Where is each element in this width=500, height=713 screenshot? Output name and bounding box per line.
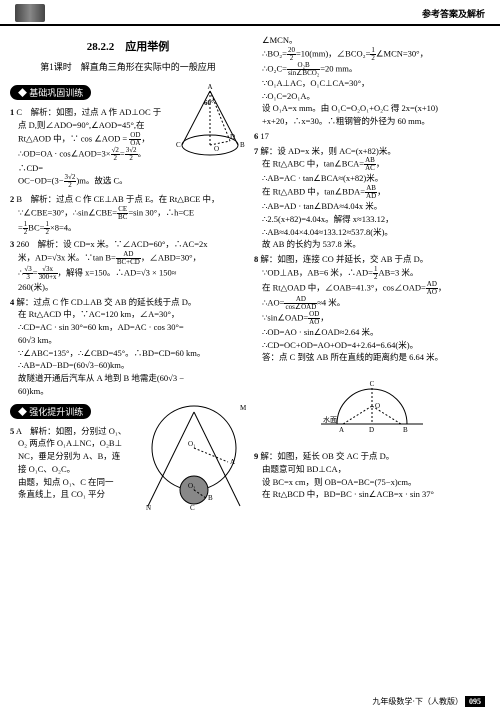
svg-text:C: C [370, 380, 375, 388]
page-header: 参考答案及解析 [0, 0, 500, 26]
header-right-text: 参考答案及解析 [422, 7, 485, 20]
problem-5-cont: ∠MCN。 ∴BO₂=202=10(mm)，∠BCO₂=12∠MCN=30°， … [254, 34, 490, 128]
p1-label: 解析： [31, 107, 57, 117]
svg-text:B: B [403, 426, 408, 434]
problem-4: 4 解：过点 C 作 CD⊥AB 交 AB 的延长线于点 D。 在 Rt△ACD… [10, 296, 246, 398]
p1-ans: C [16, 107, 22, 117]
figure-cone: A O B C D 60° [174, 83, 246, 163]
svg-text:A: A [207, 83, 212, 91]
problem-9: 9 解：如图，延长 OB 交 AC 于点 D。 由题意可知 BD⊥CA， 设 B… [254, 450, 490, 501]
svg-text:B: B [208, 494, 213, 502]
figure-circles: M N O₁ O₂ A B C [146, 402, 246, 514]
footer-text: 九年级数学·下（人教版） [372, 697, 463, 706]
svg-text:M: M [240, 404, 246, 412]
content-columns: 28.2.2 应用举例 第1课时 解直角三角形在实际中的一般应用 ◆ 基础巩固训… [0, 26, 500, 522]
lesson-title: 第1课时 解直角三角形在实际中的一般应用 [10, 60, 246, 73]
problem-2: 2 B 解析：过点 C 作 CE⊥AB 于点 E。在 Rt△BCE 中， ∵∠C… [10, 193, 246, 236]
left-column: 28.2.2 应用举例 第1课时 解直角三角形在实际中的一般应用 ◆ 基础巩固训… [10, 32, 246, 516]
svg-text:B: B [240, 141, 245, 149]
svg-text:O₂: O₂ [188, 482, 196, 490]
svg-text:O: O [375, 402, 380, 410]
book-icon [15, 4, 45, 22]
svg-text:C: C [190, 504, 195, 512]
header-left [15, 4, 48, 22]
page-footer: 九年级数学·下（人教版） 095 [372, 696, 485, 707]
svg-text:O: O [214, 145, 219, 153]
svg-text:D: D [230, 133, 235, 141]
figure-water: C O A B D 水面 [254, 366, 490, 448]
section-title: 28.2.2 应用举例 [10, 38, 246, 54]
badge-basic: ◆ 基础巩固训练 [10, 85, 91, 100]
svg-text:A: A [230, 458, 235, 466]
p1-l5: OC−OD=(3−3√22)m。故选 C。 [10, 174, 246, 189]
problem-6: 6 17 [254, 130, 490, 143]
badge-enhance: ◆ 强化提升训练 [10, 404, 91, 419]
svg-text:60°: 60° [204, 99, 214, 107]
svg-text:水面: 水面 [323, 415, 337, 424]
problem-8: 8 解：如图，连接 CO 并延长，交 AB 于点 D。 ∵OD⊥AB，AB=6 … [254, 253, 490, 364]
p1-t1: 如图，过点 A 作 AD⊥OC 于 [56, 107, 161, 117]
svg-text:N: N [146, 504, 151, 512]
svg-text:D: D [369, 426, 374, 434]
right-column: ∠MCN。 ∴BO₂=202=10(mm)，∠BCO₂=12∠MCN=30°， … [254, 32, 490, 516]
page-number: 095 [465, 696, 485, 707]
p1-num: 1 [10, 107, 14, 117]
svg-text:C: C [176, 141, 181, 149]
svg-text:O₁: O₁ [188, 440, 196, 448]
problem-3: 3 260 解析：设 CD=x 米。∵∠ACD=60°，∴AC=2x 米，AD=… [10, 238, 246, 294]
svg-text:A: A [339, 426, 344, 434]
problem-7: 7 解：设 AD=x 米，则 AC=(x+82)米。 在 Rt△ABC 中，ta… [254, 145, 490, 252]
